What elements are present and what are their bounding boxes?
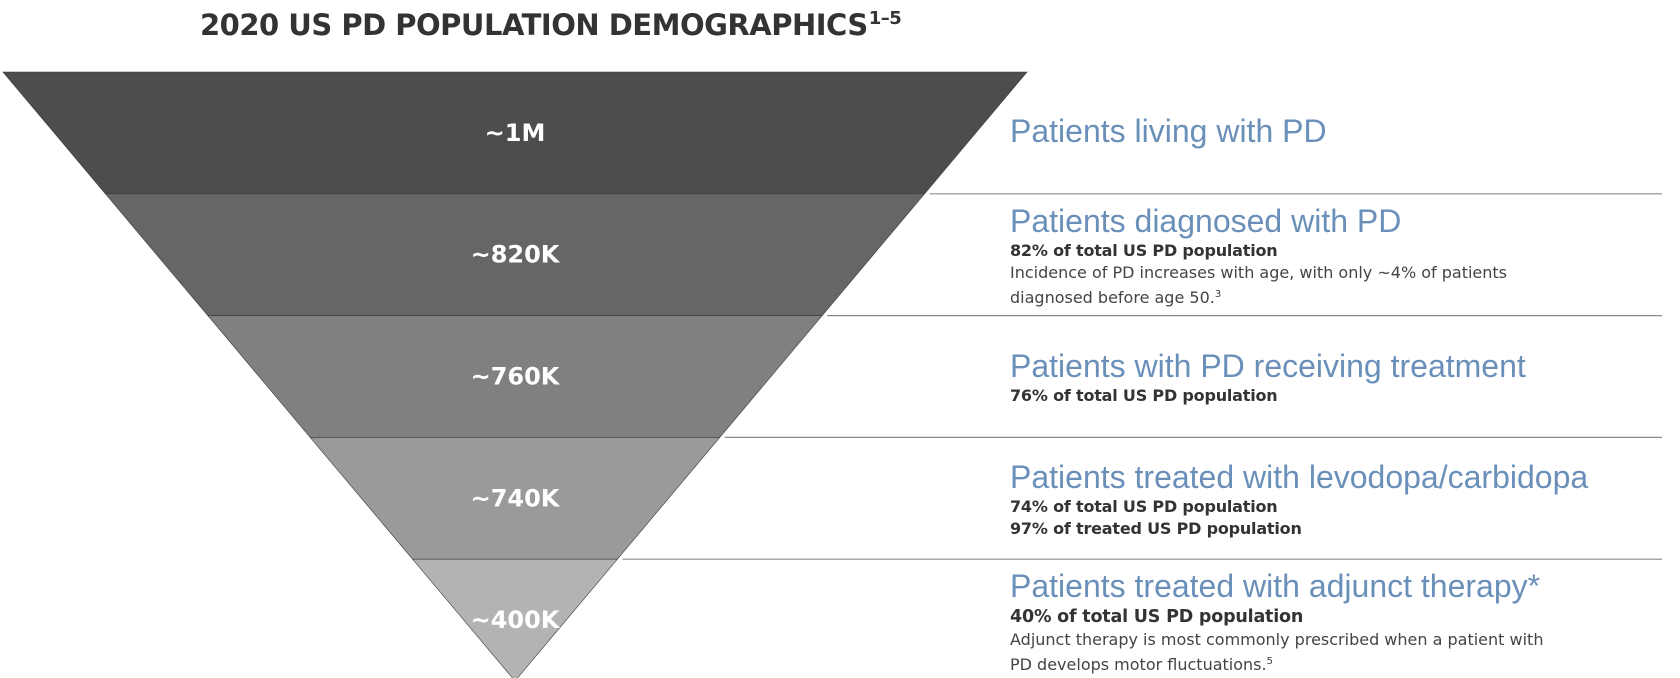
tier-heading: Patients with PD receiving treatment [1010, 348, 1526, 384]
tier-description-4: Patients treated with levodopa/carbidopa… [1010, 458, 1670, 540]
funnel-tier-value-1: ~1M [485, 119, 546, 147]
funnel-tier-value-4: ~740K [471, 484, 561, 512]
tier-stat: 40% of total US PD population [1010, 607, 1304, 627]
tier-heading: Patients treated with levodopa/carbidopa [1010, 459, 1589, 495]
diagram-title: 2020 US PD POPULATION DEMOGRAPHICS1–5 [200, 8, 902, 42]
tier-stat: 82% of total US PD population [1010, 241, 1278, 260]
tier-description-2: Patients diagnosed with PD 82% of total U… [1010, 202, 1670, 309]
tier-note-text: Adjunct therapy is most commonly prescri… [1010, 630, 1544, 674]
title-footnote-ref: 1–5 [868, 8, 902, 29]
tier-note-text: Incidence of PD increases with age, with… [1010, 263, 1508, 307]
funnel-tier-value-5: ~400K [471, 606, 561, 634]
tier-note-footnote-ref: 3 [1214, 289, 1222, 300]
tier-note: Adjunct therapy is most commonly prescri… [1010, 629, 1570, 676]
tier-note: Incidence of PD increases with age, with… [1010, 262, 1570, 309]
funnel-tier-5 [411, 558, 619, 678]
tier-stat: 97% of treated US PD population [1010, 519, 1302, 538]
title-text: 2020 US PD POPULATION DEMOGRAPHICS [200, 8, 868, 42]
tier-note-footnote-ref: 5 [1266, 656, 1273, 667]
tier-stat: 74% of total US PD population [1010, 497, 1278, 516]
tier-description-5: Patients treated with adjunct therapy* 40… [1010, 567, 1670, 676]
tier-description-3: Patients with PD receiving treatment 76% … [1010, 347, 1670, 407]
tier-heading: Patients living with PD [1010, 113, 1327, 149]
funnel-tier-value-2: ~820K [471, 241, 561, 269]
tier-heading: Patients diagnosed with PD [1010, 203, 1402, 239]
tier-description-1: Patients living with PD [1010, 112, 1670, 150]
tier-stat: 76% of total US PD population [1010, 386, 1278, 405]
tier-heading: Patients treated with adjunct therapy* [1010, 568, 1541, 604]
funnel-tier-value-3: ~760K [471, 363, 561, 391]
